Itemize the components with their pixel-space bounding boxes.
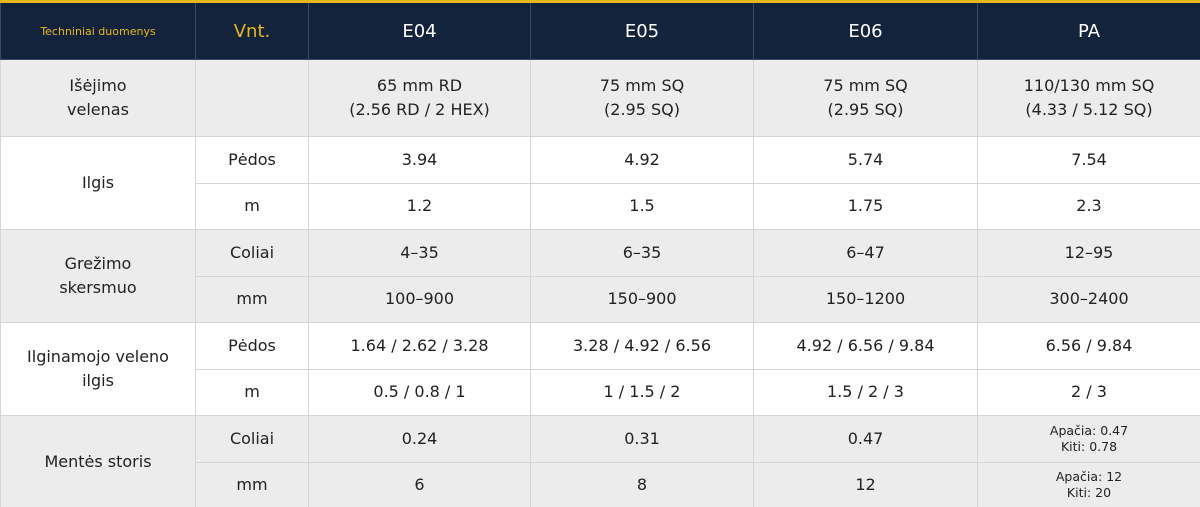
value-cell: 1 / 1.5 / 2 <box>530 368 754 416</box>
row-group: Mentės storis Coliai 0.24 0.31 0.47 Apačia: 0… <box>0 415 1200 507</box>
value-cell: 150–900 <box>530 275 754 323</box>
cell-line: Kiti: 0.78 <box>1060 438 1118 454</box>
value-cell: 75 mm SQ (2.95 SQ) <box>530 59 754 137</box>
value-cell: 7.54 <box>977 136 1200 184</box>
value-cell: 75 mm SQ (2.95 SQ) <box>753 59 978 137</box>
cell-line: 65 mm RD <box>376 76 463 95</box>
value-cell: 300–2400 <box>977 275 1200 323</box>
cell-line: (2.56 RD / 2 HEX) <box>349 100 490 119</box>
header-cell: Techniniai duomenys <box>0 0 196 60</box>
value-cell: 110/130 mm SQ (4.33 / 5.12 SQ) <box>977 59 1200 137</box>
cell-line: Ilginamojo veleno <box>27 347 169 366</box>
cell-line: Ilgis <box>81 173 115 192</box>
header-cell: E05 <box>530 0 754 60</box>
unit-cell: Coliai <box>195 229 309 277</box>
cell-line: Apačia: 12 <box>1055 469 1123 485</box>
table-row: Ilginamojo veleno ilgis Pėdos 1.64 / 2.62 /… <box>0 322 1200 416</box>
value-cell: 4–35 <box>308 229 531 277</box>
group-label: Ilgis <box>0 136 196 230</box>
value-cell: Apačia: 12 Kiti: 20 <box>977 461 1200 507</box>
header-cell: E04 <box>308 0 531 60</box>
value-cell: 6 <box>308 461 531 507</box>
cell-line: Išėjimo <box>69 76 127 95</box>
value-cell: 0.24 <box>308 415 531 463</box>
table-row: m 1.2 1.5 1.75 2.3 <box>1 182 1200 230</box>
value-cell: 3.94 <box>308 136 531 184</box>
value-cell: Apačia: 0.47 Kiti: 0.78 <box>977 415 1200 463</box>
value-cell: 1.64 / 2.62 / 3.28 <box>308 322 531 370</box>
cell-line: 110/130 mm SQ <box>1023 76 1155 95</box>
cell-line: Kiti: 20 <box>1066 485 1112 501</box>
cell-line: (2.95 SQ) <box>827 100 904 119</box>
table-row: Ilgis Pėdos 3.94 4.92 5.74 7.54 <box>0 136 1200 230</box>
cell-line: 75 mm SQ <box>599 76 685 95</box>
value-cell: 1.75 <box>753 182 978 230</box>
row-group: Išėjimo velenas 65 mm RD (2.56 RD / 2 HEX) 7… <box>0 59 1200 137</box>
group-label: Išėjimo velenas <box>0 59 196 137</box>
unit-cell: Pėdos <box>195 136 309 184</box>
value-cell: 150–1200 <box>753 275 978 323</box>
table-row: mm 6 8 12 Apačia: 12 Kiti: 20 <box>1 461 1200 507</box>
table-header: Techniniai duomenys Vnt. E04 E05 E06 PA <box>0 0 1200 60</box>
value-cell: 6–47 <box>753 229 978 277</box>
group-label: Ilginamojo veleno ilgis <box>0 322 196 416</box>
value-cell: 6.56 / 9.84 <box>977 322 1200 370</box>
unit-cell: m <box>195 182 309 230</box>
table-row: mm 100–900 150–900 150–1200 300–2400 <box>1 275 1200 323</box>
unit-cell: Pėdos <box>195 322 309 370</box>
value-cell: 8 <box>530 461 754 507</box>
cell-line: skersmuo <box>59 278 137 297</box>
value-cell: 1.5 / 2 / 3 <box>753 368 978 416</box>
cell-line: Mentės storis <box>44 452 152 471</box>
cell-line: (2.95 SQ) <box>604 100 680 119</box>
value-cell: 100–900 <box>308 275 531 323</box>
value-cell: 12–95 <box>977 229 1200 277</box>
value-cell: 2 / 3 <box>977 368 1200 416</box>
unit-cell: mm <box>195 461 309 507</box>
group-label: Mentės storis <box>0 415 196 507</box>
cell-line: 75 mm SQ <box>823 76 908 95</box>
header-cell: Vnt. <box>195 0 309 60</box>
cell-line: Apačia: 0.47 <box>1049 422 1129 438</box>
table-row: Išėjimo velenas 65 mm RD (2.56 RD / 2 HEX) 7… <box>0 59 1200 137</box>
row-group: Grežimo skersmuo Coliai 4–35 6–35 6–47 12–95 mm… <box>0 229 1200 323</box>
value-cell: 1.5 <box>530 182 754 230</box>
header-cell: E06 <box>753 0 978 60</box>
value-cell: 1.2 <box>308 182 531 230</box>
unit-cell: mm <box>195 275 309 323</box>
value-cell: 0.47 <box>753 415 978 463</box>
header-row: Techniniai duomenys Vnt. E04 E05 E06 PA <box>0 0 1200 60</box>
value-cell: 4.92 <box>530 136 754 184</box>
cell-line: Grežimo <box>64 254 132 273</box>
group-label: Grežimo skersmuo <box>0 229 196 323</box>
unit-cell: m <box>195 368 309 416</box>
value-cell: 0.31 <box>530 415 754 463</box>
value-cell: 4.92 / 6.56 / 9.84 <box>753 322 978 370</box>
header-cell: PA <box>977 0 1200 60</box>
row-group: Ilgis Pėdos 3.94 4.92 5.74 7.54 m 1.2 1.5 1.75 2.3 <box>0 136 1200 230</box>
table-row: Grežimo skersmuo Coliai 4–35 6–35 6–47 12–95 <box>0 229 1200 323</box>
unit-cell <box>195 59 309 137</box>
cell-line: velenas <box>67 100 129 119</box>
value-cell: 5.74 <box>753 136 978 184</box>
value-cell: 3.28 / 4.92 / 6.56 <box>530 322 754 370</box>
value-cell: 12 <box>753 461 978 507</box>
unit-cell: Coliai <box>195 415 309 463</box>
cell-line: (4.33 / 5.12 SQ) <box>1025 100 1153 119</box>
table-row: Mentės storis Coliai 0.24 0.31 0.47 Apačia: 0… <box>0 415 1200 507</box>
value-cell: 2.3 <box>977 182 1200 230</box>
value-cell: 65 mm RD (2.56 RD / 2 HEX) <box>308 59 531 137</box>
value-cell: 6–35 <box>530 229 754 277</box>
row-group: Ilginamojo veleno ilgis Pėdos 1.64 / 2.62 /… <box>0 322 1200 416</box>
cell-line: ilgis <box>82 371 114 390</box>
value-cell: 0.5 / 0.8 / 1 <box>308 368 531 416</box>
